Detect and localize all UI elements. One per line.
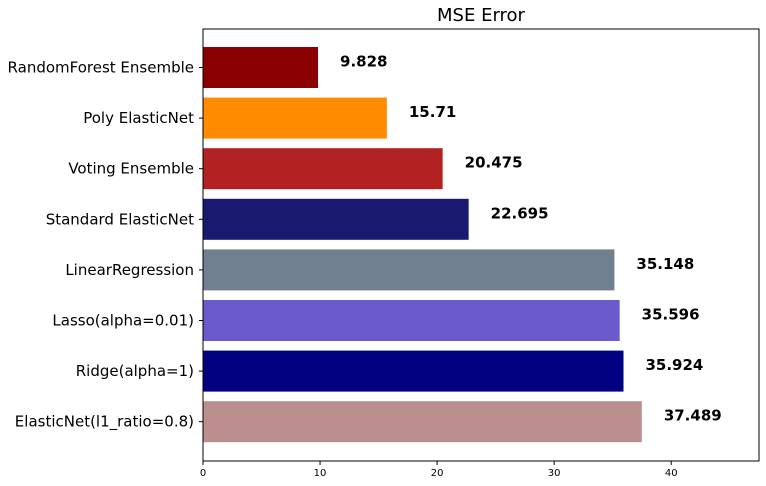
value-label-lasso-alpha-0-01: 35.596 <box>642 306 700 324</box>
x-tick-label-30: 30 <box>548 468 561 479</box>
x-tick-label-0: 0 <box>200 468 206 479</box>
category-label-poly-elasticnet: Poly ElasticNet <box>83 109 194 127</box>
bar-randomforest-ensemble <box>203 47 319 88</box>
category-label-elasticnet-l1-ratio-0-8: ElasticNet(l1_ratio=0.8) <box>15 413 194 432</box>
category-label-linearregression: LinearRegression <box>65 261 194 279</box>
x-tick-label-40: 40 <box>665 468 678 479</box>
category-label-standard-elasticnet: Standard ElasticNet <box>46 210 194 228</box>
bar-ridge-alpha-1 <box>203 350 624 392</box>
plot-frame <box>202 28 760 462</box>
category-label-ridge-alpha-1: Ridge(alpha=1) <box>76 362 194 380</box>
x-tick-label-20: 20 <box>431 468 444 479</box>
value-label-ridge-alpha-1: 35.924 <box>645 356 703 374</box>
bar-voting-ensemble <box>203 148 443 190</box>
bar-elasticnet-l1-ratio-0-8 <box>203 401 642 443</box>
value-label-voting-ensemble: 20.475 <box>465 154 523 172</box>
value-labels: 9.828 15.71 20.475 22.695 35.148 35.596 35.924… <box>340 53 722 425</box>
value-label-elasticnet-l1-ratio-0-8: 37.489 <box>664 407 722 425</box>
x-axis-ticks: 0 10 20 30 40 <box>200 461 678 479</box>
bar-linearregression <box>203 249 615 291</box>
value-label-poly-elasticnet: 15.71 <box>409 103 456 121</box>
bar-lasso-alpha-0-01 <box>203 300 620 341</box>
category-label-lasso-alpha-0-01: Lasso(alpha=0.01) <box>52 312 194 330</box>
value-label-randomforest-ensemble: 9.828 <box>340 53 387 71</box>
category-label-voting-ensemble: Voting Ensemble <box>68 160 194 178</box>
bars-group <box>203 47 642 443</box>
chart-title: MSE Error <box>437 5 526 26</box>
value-label-standard-elasticnet: 22.695 <box>491 204 549 222</box>
category-labels: RandomForest Ensemble Poly ElasticNet Voti… <box>8 59 203 432</box>
value-label-linearregression: 35.148 <box>636 255 694 273</box>
category-label-randomforest-ensemble: RandomForest Ensemble <box>8 59 194 77</box>
bar-standard-elasticnet <box>203 198 469 240</box>
bar-poly-elasticnet <box>203 97 387 139</box>
x-tick-label-10: 10 <box>314 468 327 479</box>
